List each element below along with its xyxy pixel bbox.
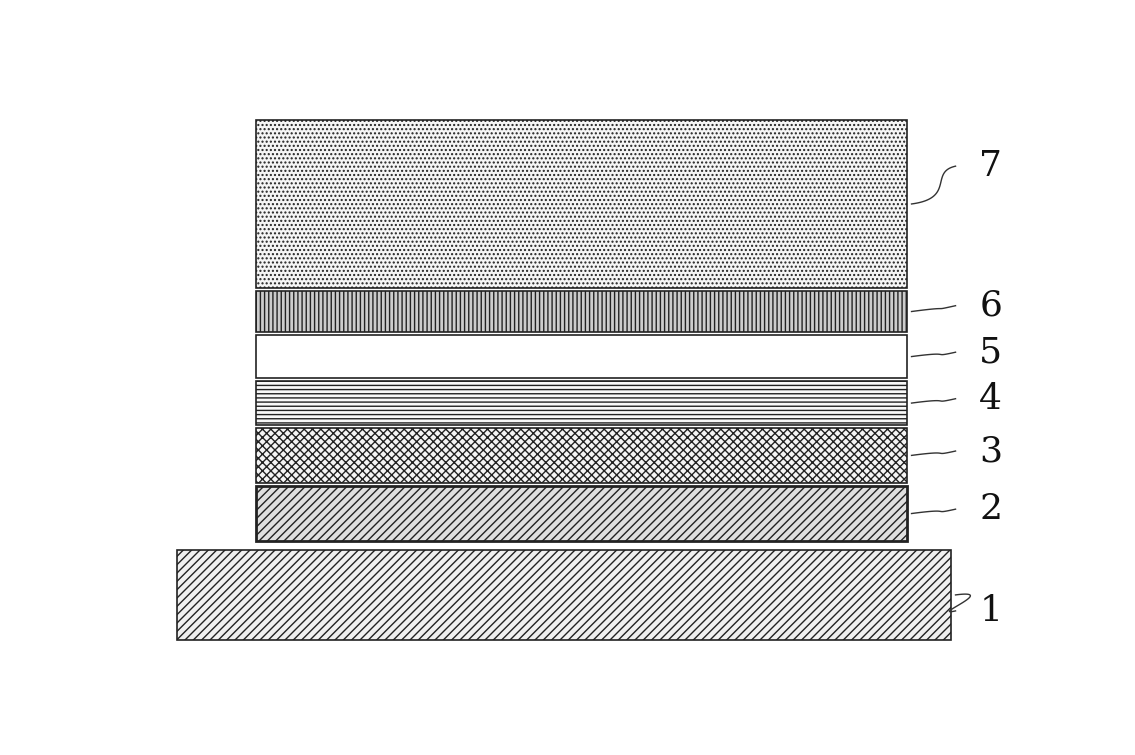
Text: 3: 3 [980,434,1002,468]
Bar [257,119,907,288]
Bar [257,291,907,332]
Bar [257,334,907,378]
Bar [257,486,907,541]
Text: 4: 4 [980,382,1002,416]
Bar [257,381,907,425]
Text: 2: 2 [980,492,1002,526]
Bar [257,428,907,483]
Text: 6: 6 [980,288,1002,322]
Text: 5: 5 [980,335,1002,369]
Bar [177,550,951,640]
Text: 7: 7 [980,149,1002,183]
Text: 1: 1 [980,594,1002,628]
